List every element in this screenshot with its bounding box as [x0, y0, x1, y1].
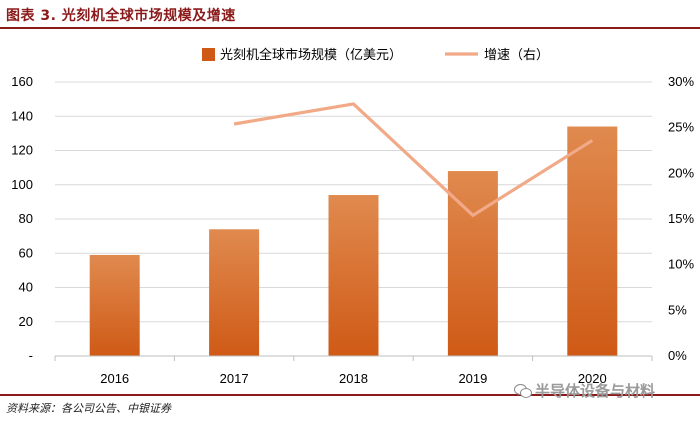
source-note: 资料来源：各公司公告、中银证券 — [6, 402, 171, 415]
figure-title: 图表 3. 光刻机全球市场规模及增速 — [6, 8, 236, 24]
y-tick-label: - — [29, 348, 33, 363]
watermark-text: 半导体设备与材料 — [535, 382, 656, 400]
x-tick-label: 2019 — [458, 371, 487, 386]
title-divider — [0, 27, 700, 29]
y-tick-label: 120 — [11, 143, 33, 158]
y2-tick-label: 10% — [668, 257, 694, 272]
bar — [89, 254, 140, 356]
legend-label-line: 增速（右） — [484, 48, 549, 63]
wechat-icon — [514, 383, 532, 398]
axes: - 20 40 60 80 100 120 140 160 0% 5% 10% 15% 20% 25% 30%… — [11, 74, 694, 386]
y-tick-label: 160 — [11, 74, 33, 89]
y-tick-label: 140 — [11, 108, 33, 123]
y-tick-label: 20 — [19, 314, 33, 329]
y2-tick-label: 0% — [668, 348, 687, 363]
bar — [567, 126, 618, 357]
bar-series — [89, 126, 618, 357]
y-tick-label: 80 — [19, 211, 33, 226]
footer-divider — [0, 394, 700, 396]
bar — [328, 195, 379, 356]
x-tick-label: 2016 — [100, 371, 129, 386]
legend-swatch-bar — [202, 48, 215, 61]
y-tick-label: 60 — [19, 245, 33, 260]
growth-line — [233, 102, 594, 218]
bar — [209, 229, 260, 356]
x-tick-label: 2020 — [578, 371, 607, 386]
y2-tick-label: 15% — [668, 211, 694, 226]
y-tick-label: 40 — [19, 280, 33, 295]
legend-label-bar: 光刻机全球市场规模（亿美元） — [220, 47, 402, 63]
line-series — [233, 102, 594, 218]
x-tick-label: 2018 — [339, 371, 368, 386]
y2-tick-label: 25% — [668, 120, 694, 135]
x-tick-label: 2017 — [220, 371, 249, 386]
watermark: 半导体设备与材料 — [514, 380, 655, 401]
y2-tick-label: 5% — [668, 302, 687, 317]
legend: 光刻机全球市场规模（亿美元） 增速（右） — [202, 47, 549, 63]
y2-tick-label: 20% — [668, 165, 694, 180]
y2-tick-label: 30% — [668, 74, 694, 89]
y-tick-label: 100 — [11, 177, 33, 192]
